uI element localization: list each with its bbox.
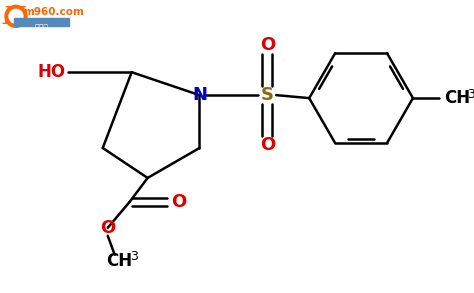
Text: HO: HO bbox=[38, 63, 66, 81]
Text: m960.com: m960.com bbox=[23, 7, 84, 17]
Text: O: O bbox=[260, 136, 275, 154]
Text: O: O bbox=[100, 219, 115, 237]
Text: O: O bbox=[171, 193, 186, 211]
Circle shape bbox=[9, 9, 23, 23]
Text: 3: 3 bbox=[130, 250, 137, 263]
Text: O: O bbox=[260, 36, 275, 54]
Text: N: N bbox=[192, 86, 207, 104]
Bar bbox=[14, 18, 69, 26]
Text: H: H bbox=[3, 5, 26, 29]
Text: 化工网: 化工网 bbox=[35, 23, 49, 32]
Text: CH: CH bbox=[444, 89, 470, 107]
Text: S: S bbox=[261, 86, 274, 104]
Circle shape bbox=[5, 5, 27, 27]
Text: 3: 3 bbox=[467, 88, 474, 100]
Text: CH: CH bbox=[106, 252, 132, 270]
